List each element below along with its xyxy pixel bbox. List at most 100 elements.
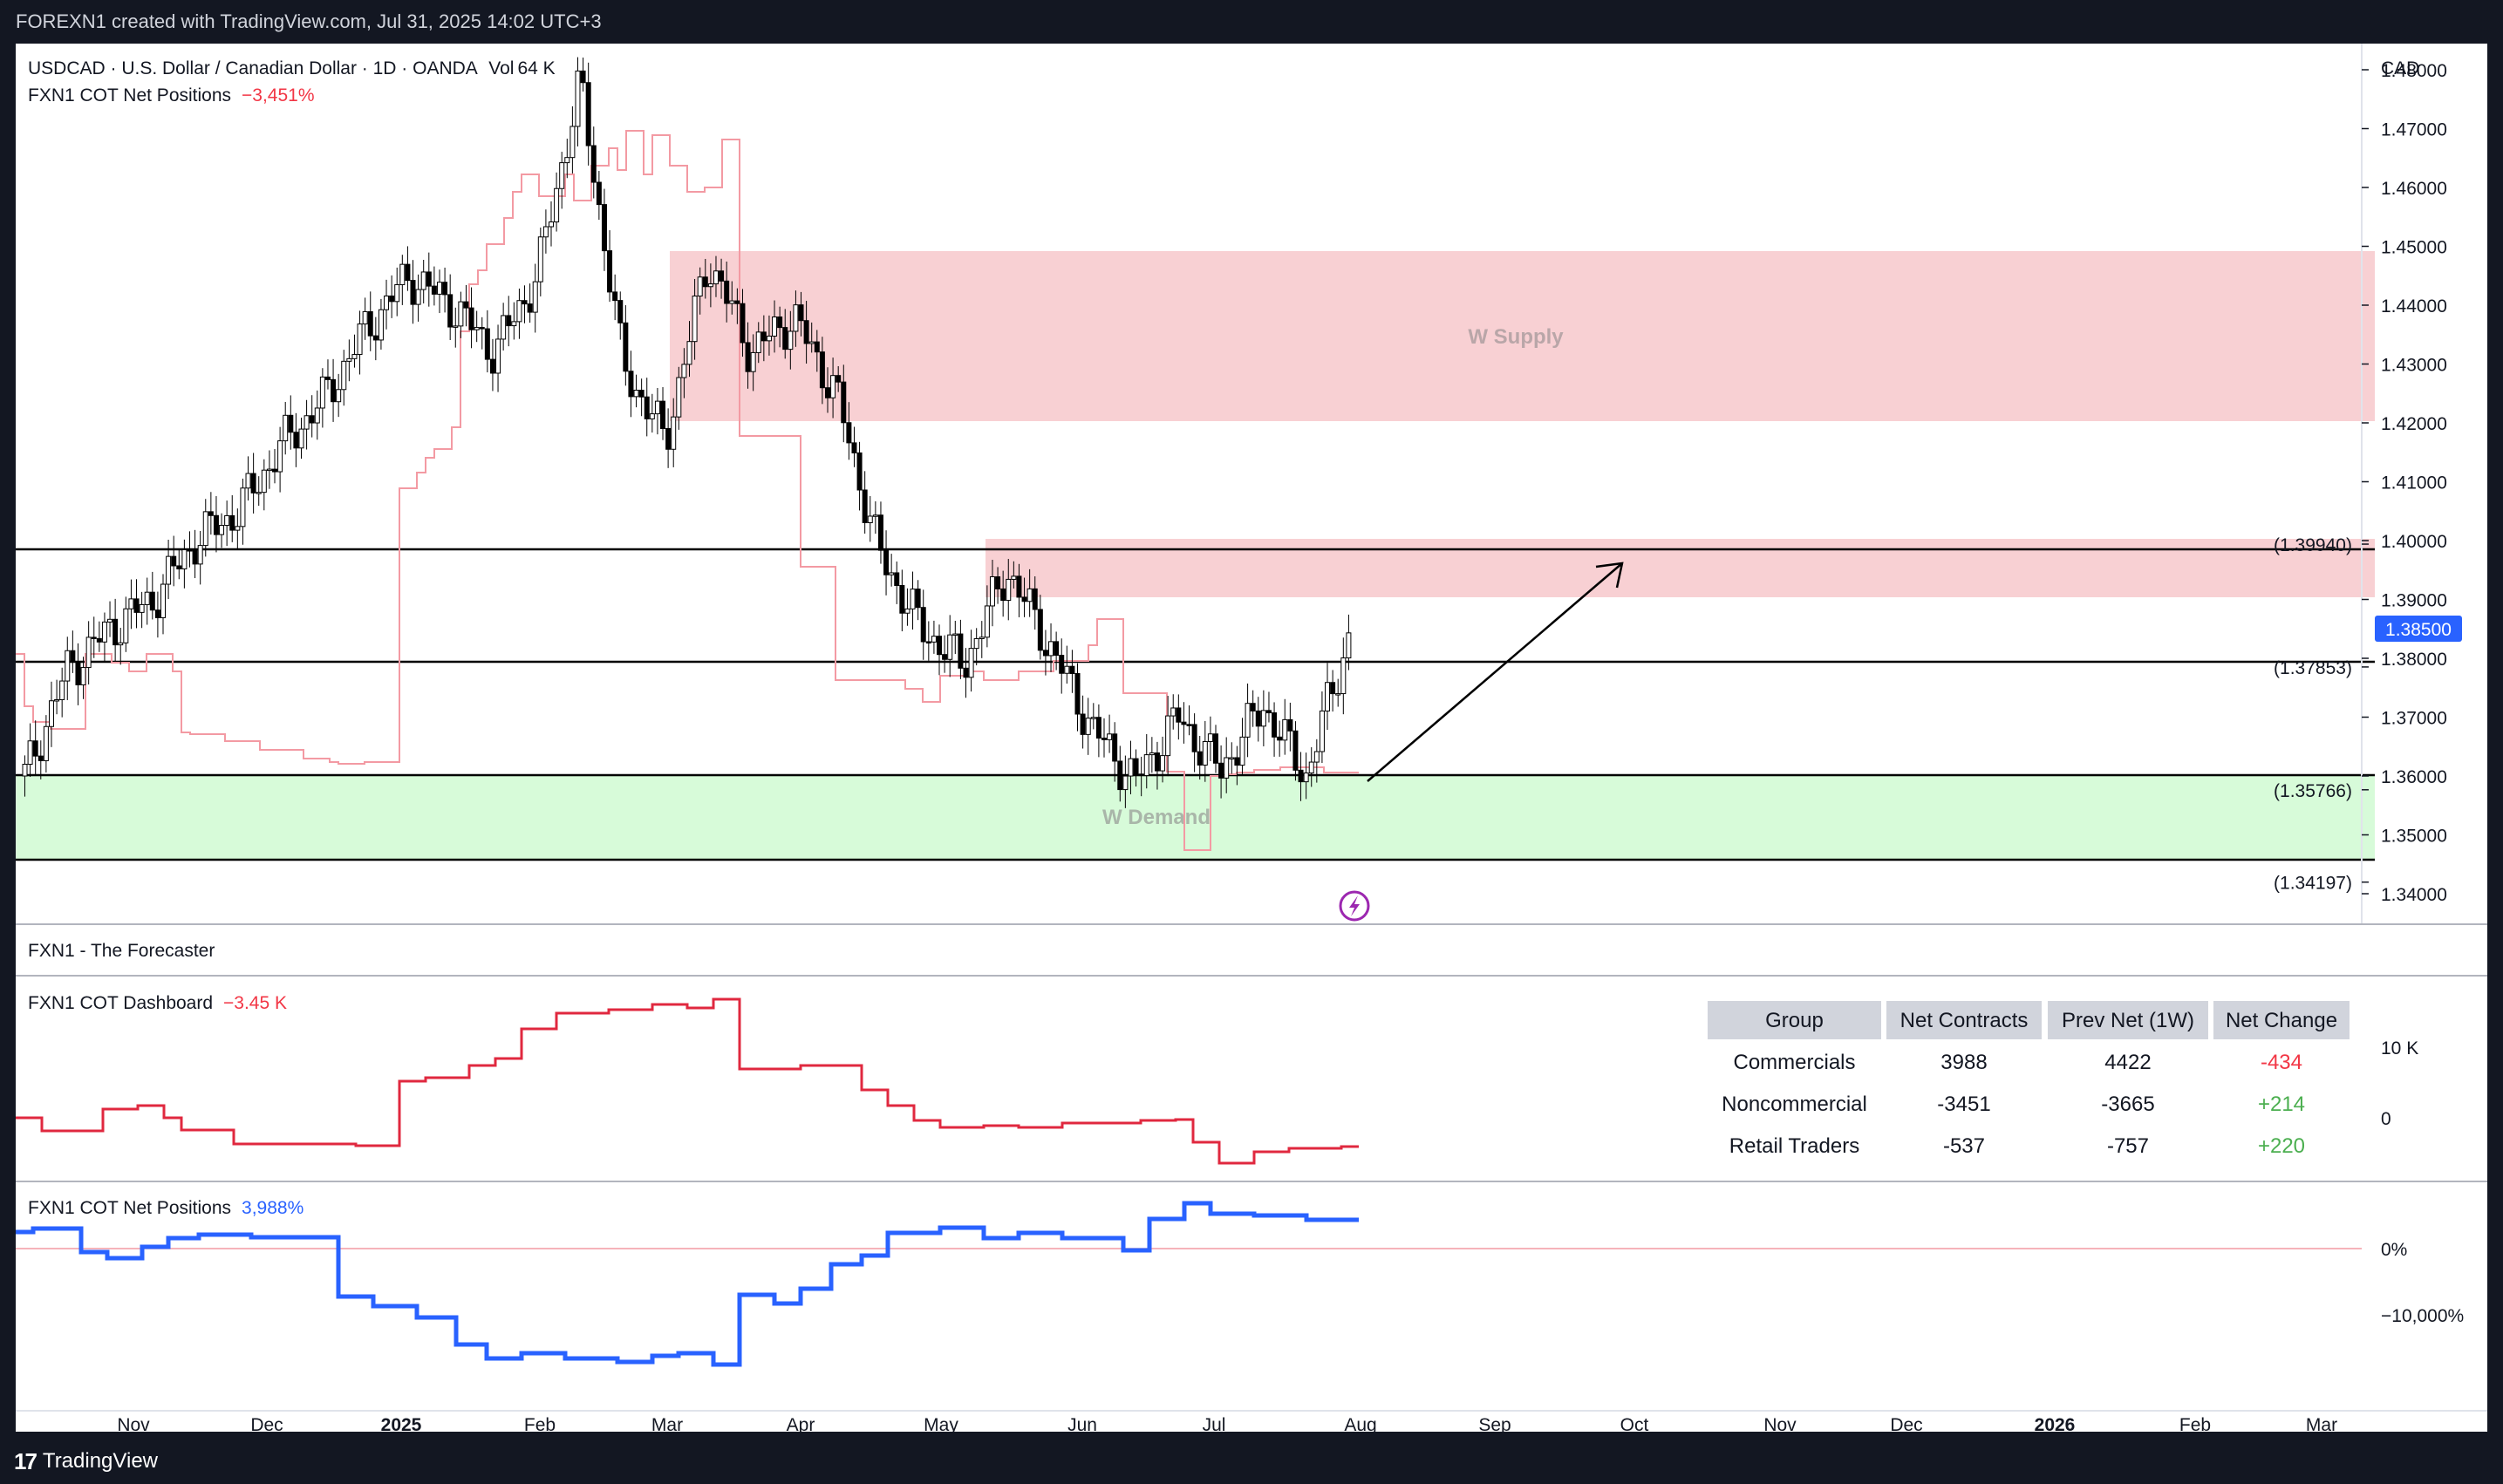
candle-body xyxy=(405,263,411,282)
candle-body xyxy=(484,328,490,360)
candle-body xyxy=(341,360,347,391)
candle-body xyxy=(256,492,262,494)
candle-body xyxy=(303,415,310,430)
table-cell: Commercials xyxy=(1733,1051,1855,1074)
candle-body xyxy=(372,335,379,341)
candle-body xyxy=(283,414,289,442)
cot-dashboard-table: Group Net Contracts Prev Net (1W) Net Chang… xyxy=(1708,1001,2350,1158)
price-tick-label: 1.36000 xyxy=(2381,767,2447,787)
table-cell: -434 xyxy=(2261,1051,2302,1074)
candle-body xyxy=(942,654,948,660)
svg-text:1.38500: 1.38500 xyxy=(2385,620,2452,640)
candle-body xyxy=(979,636,985,639)
candle-body xyxy=(516,300,522,323)
forecaster-legend[interactable]: FXN1 - The Forecaster xyxy=(28,941,215,961)
candle-body xyxy=(777,317,783,329)
candle-body xyxy=(399,263,406,286)
candle-body xyxy=(1032,588,1038,610)
candle-body xyxy=(420,271,426,290)
forecast-arrow[interactable] xyxy=(1367,562,1624,782)
candle-body xyxy=(819,351,825,389)
candle-body xyxy=(394,284,400,303)
candle-body xyxy=(1346,632,1352,659)
candle-body xyxy=(937,636,943,656)
candle-body xyxy=(920,607,926,643)
table-cell: +220 xyxy=(2258,1134,2305,1158)
candle-body xyxy=(1277,736,1283,741)
chart-canvas[interactable]: W Supply W Demand USDCAD · U.S. Dollar /… xyxy=(16,44,2487,1435)
candle-body xyxy=(436,282,442,295)
candle-body xyxy=(772,317,778,337)
candle-body xyxy=(357,323,363,356)
candle-body xyxy=(1074,673,1081,715)
price-candles[interactable] xyxy=(22,57,1352,808)
candle-body xyxy=(133,598,140,613)
table-header-cell xyxy=(2213,1001,2350,1039)
candle-body xyxy=(973,637,979,650)
symbol-legend[interactable]: USDCAD · U.S. Dollar / Canadian Dollar ·… xyxy=(28,58,556,78)
candle-body xyxy=(261,469,267,494)
candle-body xyxy=(989,576,995,607)
candle-body xyxy=(724,280,730,304)
candle-body xyxy=(835,375,842,383)
candle-body xyxy=(686,341,692,365)
candle-body xyxy=(931,636,937,643)
cot-overlay-legend[interactable]: FXN1 COT Net Positions −3,451% xyxy=(28,85,315,106)
candle-body xyxy=(1122,775,1129,791)
net-positions-legend[interactable]: FXN1 COT Net Positions 3,988% xyxy=(28,1198,303,1218)
price-axis-currency: CAD xyxy=(2381,58,2419,78)
candle-body xyxy=(107,618,113,623)
candle-body xyxy=(367,310,373,337)
table-header-label: Prev Net (1W) xyxy=(2062,1009,2194,1032)
demand-zone-label: W Demand xyxy=(1102,806,1211,829)
candle-body xyxy=(219,525,225,535)
candle-body xyxy=(760,331,767,342)
candle-body xyxy=(585,82,591,146)
candle-body xyxy=(80,667,86,685)
candle-body xyxy=(176,565,182,570)
candle-body xyxy=(1239,736,1245,766)
chart-frame: W Supply W Demand USDCAD · U.S. Dollar /… xyxy=(16,44,2487,1435)
price-tick-label: 1.40000 xyxy=(2381,532,2447,552)
candle-body xyxy=(277,440,283,473)
candle-body xyxy=(309,415,315,424)
candle-body xyxy=(415,289,421,305)
lightning-icon[interactable] xyxy=(1339,890,1370,922)
candle-body xyxy=(453,325,459,328)
candle-body xyxy=(1026,588,1033,602)
candle-body xyxy=(554,187,560,223)
candle-body xyxy=(1250,703,1256,711)
candle-body xyxy=(1181,721,1187,725)
price-axis[interactable]: CAD 1.48000 1.47000 1.46000 1.45000 1.44000 1… xyxy=(2362,58,2447,905)
candle-body xyxy=(54,698,60,702)
time-axis-label: Jun xyxy=(1067,1415,1097,1432)
candle-body xyxy=(38,755,44,761)
candle-body xyxy=(968,648,974,678)
candle-body xyxy=(798,304,804,322)
candle-body xyxy=(623,322,629,372)
candle-body xyxy=(596,181,602,206)
candle-body xyxy=(1229,757,1235,759)
candle-body xyxy=(1133,758,1139,775)
price-tick-label: 1.42000 xyxy=(2381,414,2447,434)
candle-body xyxy=(729,300,735,304)
level-label: (1.39940) xyxy=(2274,535,2352,555)
table-cell: -757 xyxy=(2107,1134,2149,1158)
time-axis-label: Dec xyxy=(250,1415,283,1432)
candle-body xyxy=(750,351,756,372)
candle-body xyxy=(181,549,188,570)
time-axis-label: Mar xyxy=(2306,1415,2337,1432)
time-axis-label: Nov xyxy=(117,1415,150,1432)
dashboard-legend[interactable]: FXN1 COT Dashboard −3.45 K xyxy=(28,993,287,1013)
candle-body xyxy=(59,680,65,700)
candle-body xyxy=(841,381,847,424)
candle-body xyxy=(644,396,650,419)
table-cell: +214 xyxy=(2258,1093,2305,1116)
candle-body xyxy=(808,341,815,344)
candle-body xyxy=(793,304,799,332)
candle-body xyxy=(43,725,49,761)
time-axis[interactable]: Nov Dec 2025 Feb Mar Apr May Jun Jul Aug Sep Oct Nov… xyxy=(117,1415,2337,1435)
candle-body xyxy=(479,327,485,330)
candle-body xyxy=(240,487,246,528)
candle-body xyxy=(1165,715,1171,757)
